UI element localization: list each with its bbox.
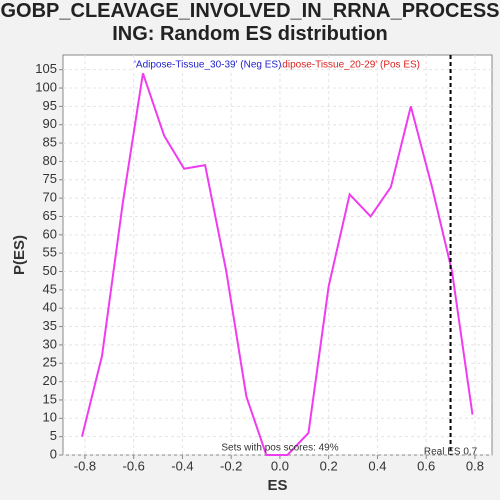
y-tick-label: 45 — [43, 281, 57, 296]
x-tick-label: -0.4 — [171, 458, 193, 473]
legend-bg — [134, 59, 282, 71]
y-tick-label: 20 — [43, 373, 57, 388]
y-tick-label: 85 — [43, 135, 57, 150]
y-tick-label: 0 — [50, 446, 57, 461]
chart-title: GOBP_CLEAVAGE_INVOLVED_IN_RRNA_PROCESSIN… — [0, 0, 500, 45]
real-es-label: Real ES 0.7 — [424, 447, 478, 458]
x-tick-label: -0.6 — [122, 458, 144, 473]
y-tick-label: 5 — [50, 428, 57, 443]
y-tick-label: 30 — [43, 336, 57, 351]
y-tick-label: 15 — [43, 391, 57, 406]
y-tick-label: 95 — [43, 98, 57, 113]
legend-pos: 'Adipose-Tissue_20-29' (Pos ES) — [274, 60, 420, 71]
y-tick-label: 40 — [43, 300, 57, 315]
y-axis-label: P(ES) — [11, 235, 28, 275]
x-tick-label: 0.8 — [466, 458, 484, 473]
y-tick-label: 80 — [43, 153, 57, 168]
y-tick-label: 35 — [43, 318, 57, 333]
y-tick-label: 60 — [43, 226, 57, 241]
y-tick-label: 25 — [43, 355, 57, 370]
legend-neg: 'Adipose-Tissue_30-39' (Neg ES) — [134, 60, 281, 71]
y-tick-label: 100 — [35, 79, 57, 94]
x-tick-label: 0.6 — [417, 458, 435, 473]
y-tick-label: 65 — [43, 208, 57, 223]
y-tick-label: 105 — [35, 61, 57, 76]
y-tick-label: 75 — [43, 171, 57, 186]
x-tick-label: 0.0 — [271, 458, 289, 473]
x-tick-label: -0.8 — [74, 458, 96, 473]
y-tick-label: 50 — [43, 263, 57, 278]
y-tick-label: 90 — [43, 116, 57, 131]
x-tick-label: 0.2 — [320, 458, 338, 473]
y-tick-label: 70 — [43, 190, 57, 205]
x-tick-label: 0.4 — [368, 458, 386, 473]
plot-area — [62, 54, 493, 456]
annotation: Sets with pos scores: 49% — [221, 443, 338, 454]
x-axis-label: ES — [267, 477, 287, 494]
y-tick-label: 10 — [43, 410, 57, 425]
series-line — [81, 73, 474, 456]
x-tick-label: -0.2 — [220, 458, 242, 473]
y-tick-label: 55 — [43, 245, 57, 260]
